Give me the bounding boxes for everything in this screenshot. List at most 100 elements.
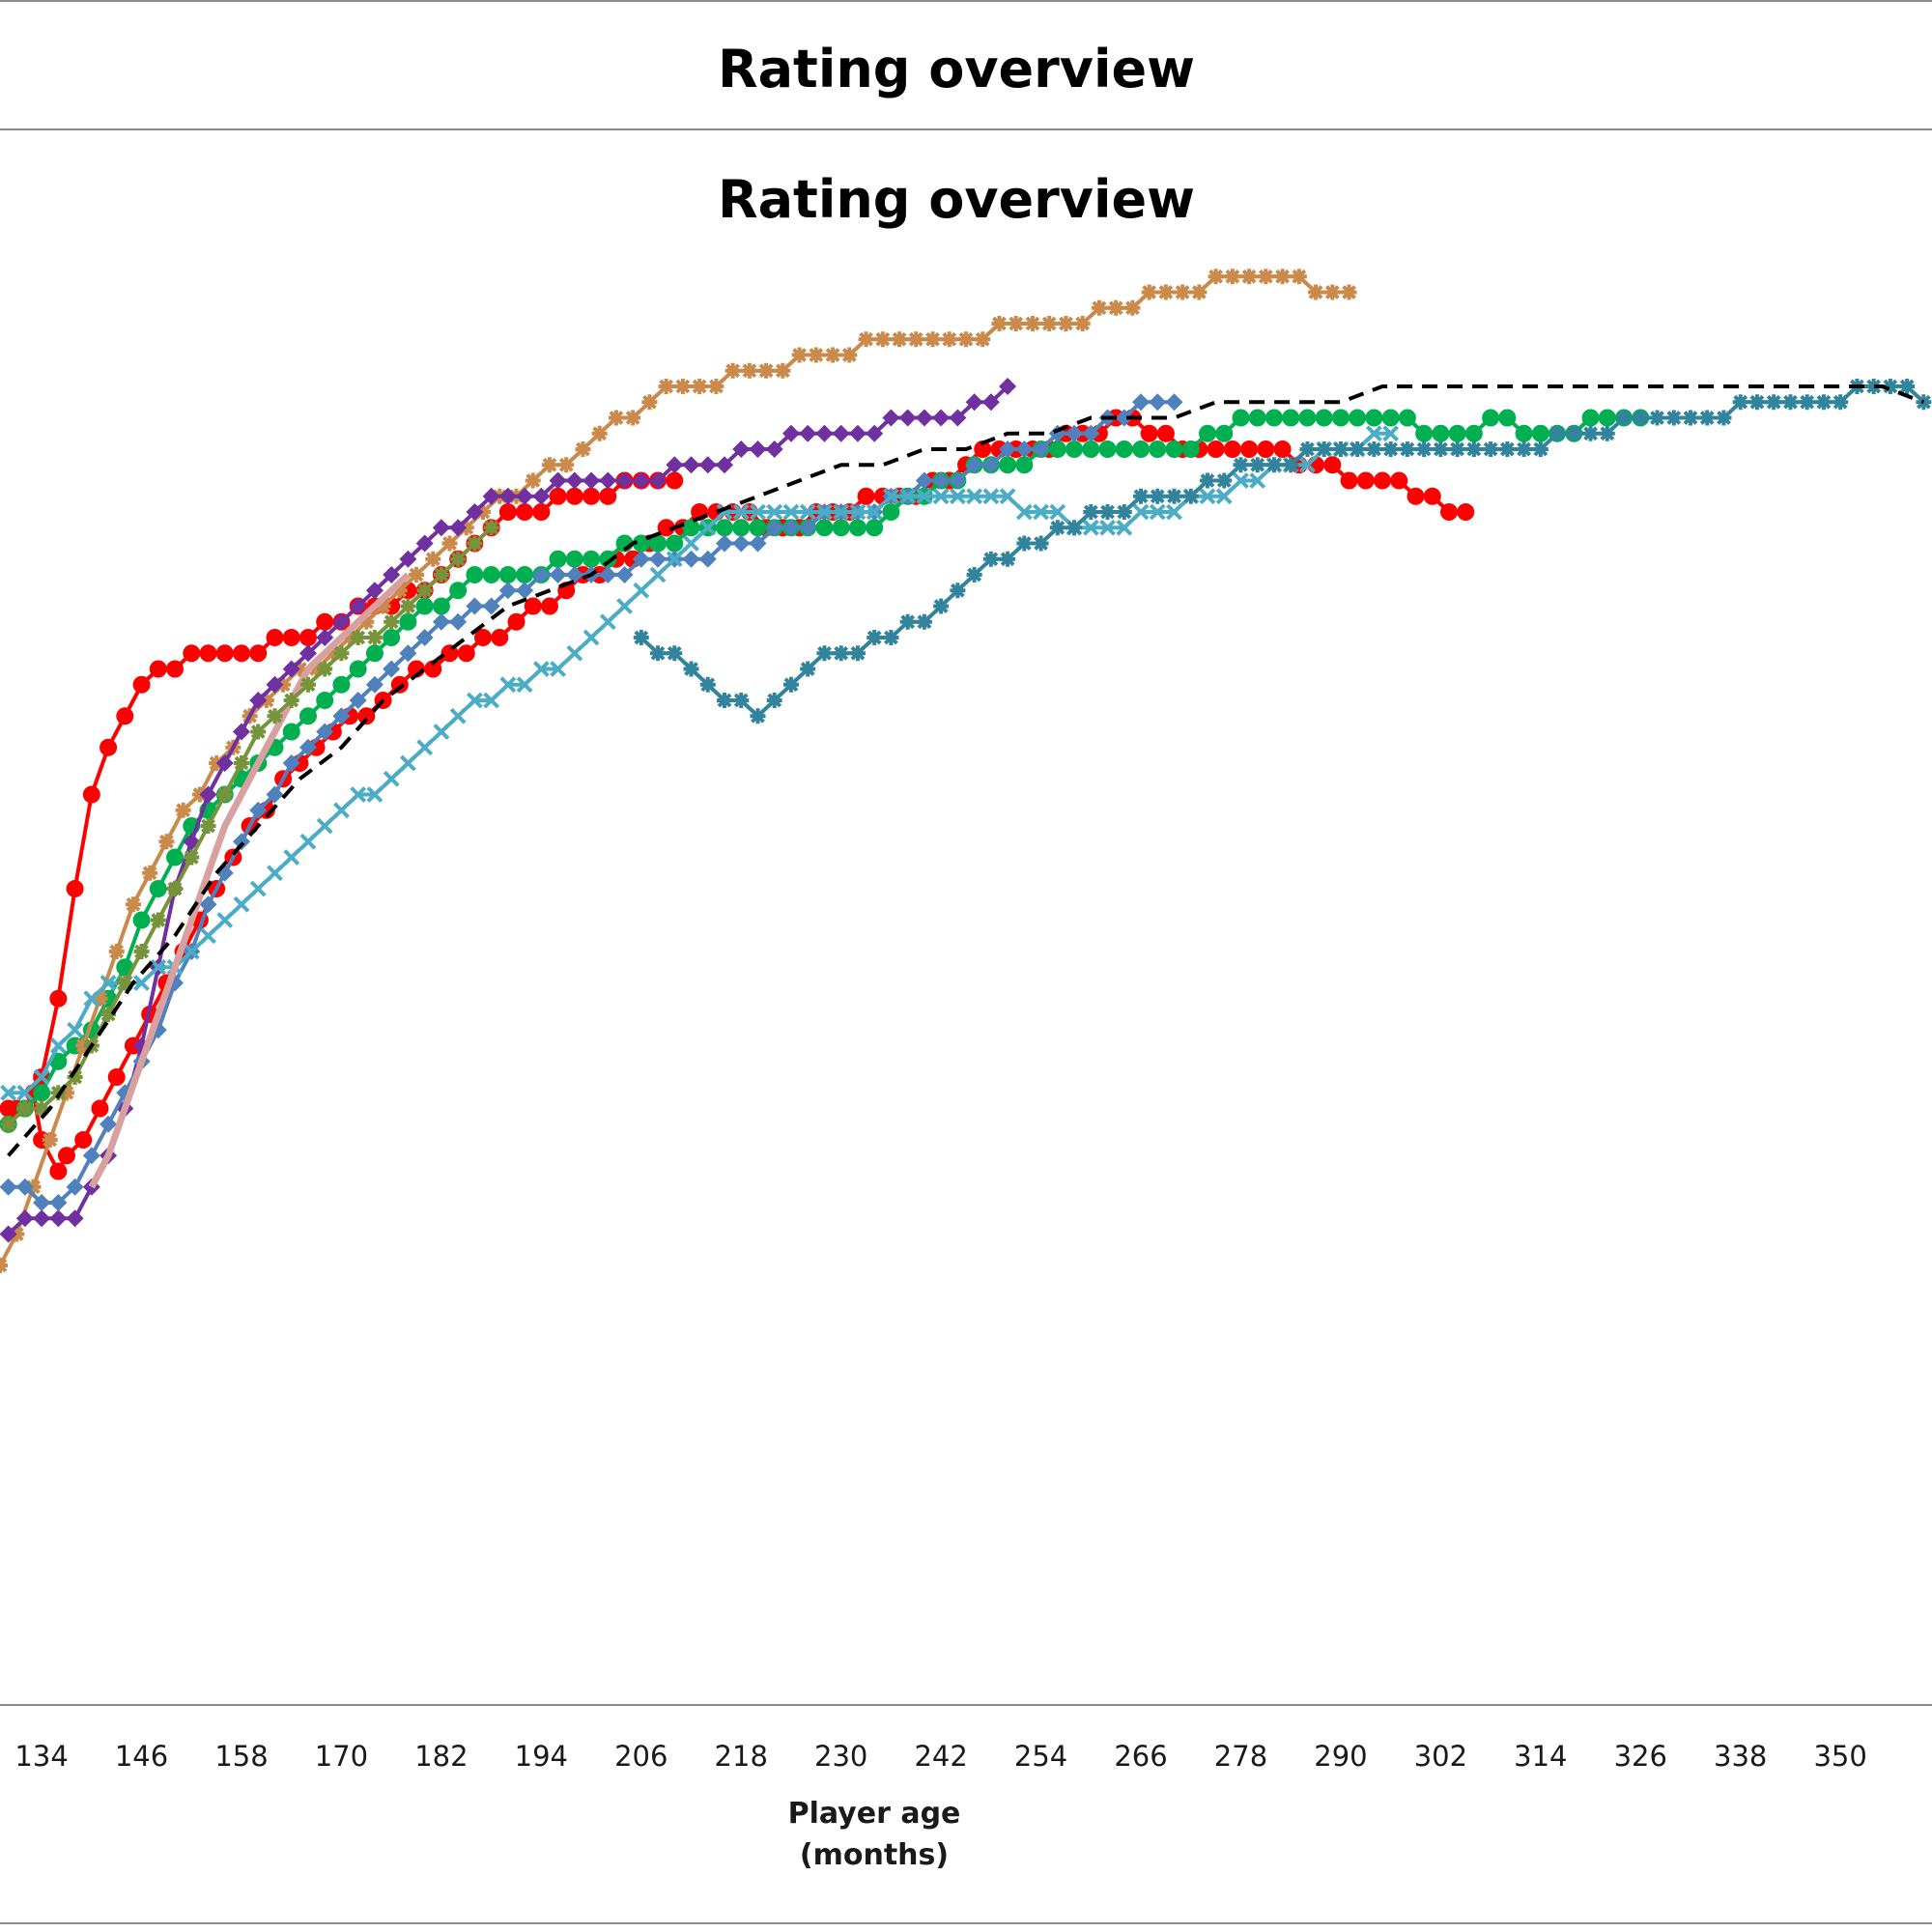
series-6-point-32 bbox=[516, 582, 534, 600]
series-3-point-3 bbox=[33, 1084, 51, 1102]
series-7-point-45 bbox=[732, 503, 750, 521]
series-1-point-10 bbox=[107, 1068, 126, 1086]
series-4-point-22 bbox=[342, 630, 358, 645]
series-4-point-79 bbox=[1291, 269, 1307, 285]
series-6-point-46 bbox=[749, 534, 767, 553]
series-1-point-55 bbox=[857, 487, 875, 505]
series-10-point-3 bbox=[34, 1100, 50, 1117]
series-8-point-38 bbox=[1249, 457, 1265, 473]
series-6-point-71 bbox=[1165, 393, 1183, 412]
series-8-point-40 bbox=[1283, 457, 1299, 473]
series-3-point-19 bbox=[298, 707, 317, 725]
series-8-point-6 bbox=[717, 693, 732, 708]
series-3-point-26 bbox=[415, 597, 434, 615]
series-5-point-38 bbox=[615, 471, 634, 490]
series-8-point-45 bbox=[1366, 441, 1382, 457]
series-3-point-42 bbox=[682, 519, 700, 537]
series-3-point-76 bbox=[1248, 409, 1266, 427]
series-7-point-63 bbox=[1033, 503, 1050, 521]
series-3-point-22 bbox=[349, 660, 367, 678]
series-3-point-30 bbox=[482, 566, 500, 583]
series-5-point-41 bbox=[666, 456, 684, 474]
series-3-point-92 bbox=[1515, 424, 1533, 442]
series-5-point-13 bbox=[199, 785, 217, 804]
series-7-point-54 bbox=[882, 488, 899, 505]
series-1-point-80 bbox=[1273, 440, 1292, 458]
series-4-point-69 bbox=[1124, 299, 1141, 316]
series-4-point-11 bbox=[158, 834, 175, 850]
series-11-line bbox=[7, 384, 1925, 1157]
series-6-point-5 bbox=[66, 1178, 84, 1196]
series-6-point-19 bbox=[298, 738, 317, 756]
series-2-point-33 bbox=[532, 503, 551, 521]
series-6-point-44 bbox=[716, 534, 733, 553]
series-8-point-37 bbox=[1233, 457, 1249, 473]
series-7-point-60 bbox=[982, 488, 1000, 505]
series-10-point-7 bbox=[100, 1007, 117, 1022]
series-5-point-14 bbox=[215, 754, 234, 772]
series-4-point-27 bbox=[425, 551, 441, 567]
series-3-point-86 bbox=[1415, 424, 1434, 442]
series-4-point-21 bbox=[325, 645, 341, 662]
x-tick-label-206: 206 bbox=[614, 1740, 668, 1773]
series-5-point-28 bbox=[449, 519, 468, 537]
series-8-point-18 bbox=[916, 613, 932, 630]
series-8-point-70 bbox=[1782, 394, 1799, 411]
series-5-point-2 bbox=[15, 1209, 34, 1228]
series-1-point-6 bbox=[49, 1162, 68, 1180]
series-4-point-51 bbox=[825, 347, 841, 363]
series-8-point-68 bbox=[1748, 394, 1765, 411]
series-10-point-28 bbox=[450, 551, 467, 567]
series-5-point-18 bbox=[282, 660, 300, 678]
series-2-point-11 bbox=[166, 660, 185, 678]
series-8-point-39 bbox=[1265, 457, 1282, 473]
series-7-point-33 bbox=[532, 661, 550, 677]
x-tick-label-278: 278 bbox=[1214, 1740, 1267, 1773]
series-5-point-5 bbox=[66, 1209, 84, 1228]
series-10-point-26 bbox=[416, 582, 433, 599]
series-4-point-67 bbox=[1091, 299, 1107, 316]
x-axis-title-line1: Player age bbox=[788, 1797, 961, 1831]
series-1-point-77 bbox=[1223, 440, 1241, 458]
series-6-point-20 bbox=[316, 723, 334, 741]
series-5-point-54 bbox=[882, 409, 900, 427]
series-7-point-21 bbox=[333, 802, 350, 819]
series-6-point-68 bbox=[1115, 409, 1133, 427]
series-7-point-50 bbox=[816, 503, 833, 521]
series-3-point-78 bbox=[1282, 409, 1300, 427]
series-5-point-56 bbox=[915, 409, 933, 427]
series-6-point-49 bbox=[799, 519, 817, 537]
series-1-point-76 bbox=[1207, 440, 1225, 458]
series-7-point-38 bbox=[616, 598, 633, 614]
series-4-point-76 bbox=[1241, 269, 1258, 285]
series-7-point-43 bbox=[699, 519, 717, 536]
series-3-point-9 bbox=[132, 911, 151, 929]
series-7-point-14 bbox=[216, 912, 234, 928]
series-7-point-53 bbox=[866, 503, 883, 521]
series-7-point-4 bbox=[49, 1037, 67, 1054]
series-10-point-11 bbox=[167, 881, 184, 896]
series-6-point-58 bbox=[949, 471, 967, 490]
series-3-point-75 bbox=[1232, 409, 1250, 427]
series-10-point-23 bbox=[366, 630, 383, 645]
series-3-point-18 bbox=[282, 723, 300, 741]
series-3-point-90 bbox=[1482, 409, 1500, 427]
series-2-point-32 bbox=[516, 503, 534, 521]
series-4-point-1 bbox=[0, 1258, 8, 1273]
series-7-point-25 bbox=[399, 754, 416, 772]
series-1-point-73 bbox=[1156, 424, 1175, 442]
series-3-point-72 bbox=[1181, 440, 1200, 458]
series-4-point-47 bbox=[758, 362, 775, 379]
series-8-point-58 bbox=[1582, 425, 1599, 441]
series-4-point-4 bbox=[42, 1132, 58, 1148]
series-7-point-73 bbox=[1199, 488, 1216, 505]
series-8-point-29 bbox=[1099, 504, 1116, 520]
series-10-point-19 bbox=[299, 676, 316, 693]
series-7-point-26 bbox=[416, 739, 434, 756]
series-7-point-49 bbox=[799, 503, 816, 521]
series-3-point-24 bbox=[383, 629, 401, 646]
series-8-point-49 bbox=[1433, 441, 1449, 457]
series-4-point-54 bbox=[874, 331, 891, 348]
series-8-point-25 bbox=[1033, 535, 1049, 552]
series-10-point-5 bbox=[67, 1069, 83, 1085]
